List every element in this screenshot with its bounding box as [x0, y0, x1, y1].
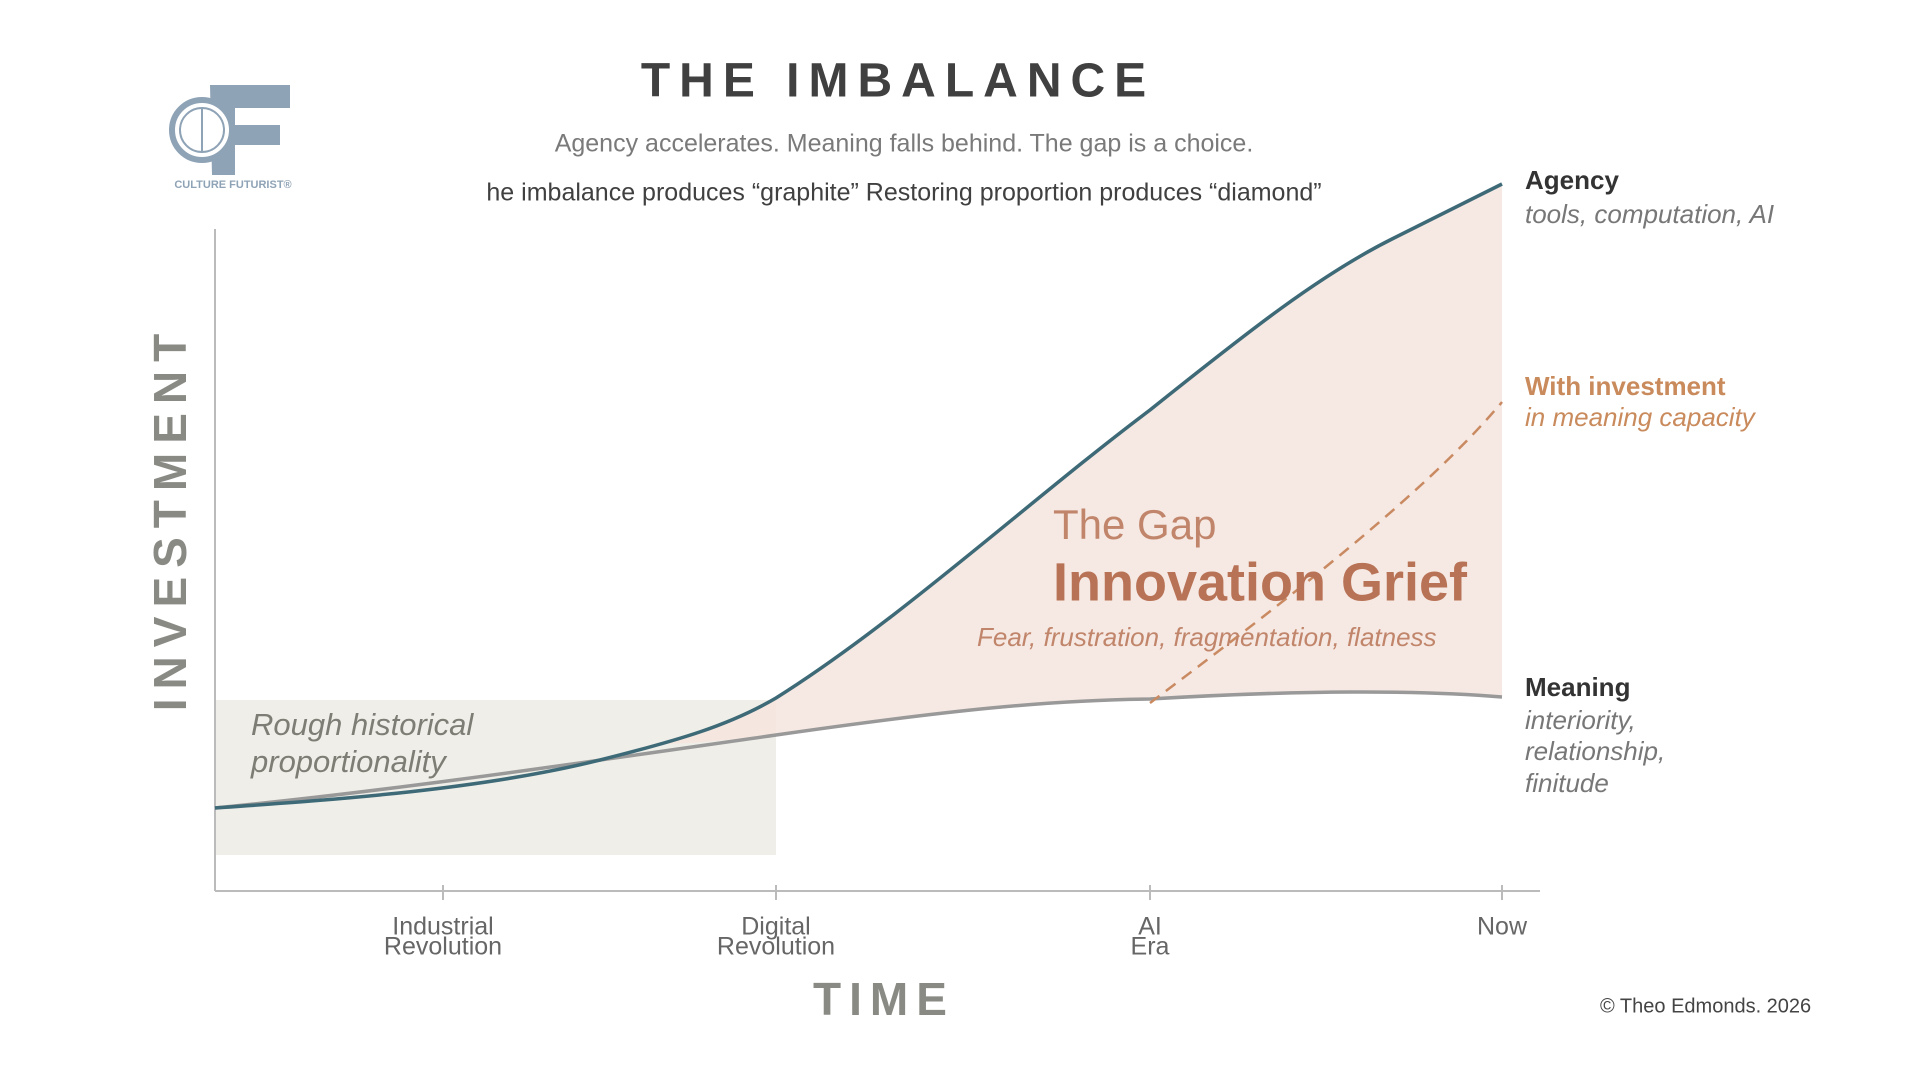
title: THE IMBALANCE [641, 55, 1155, 108]
historical-label: Rough historical [251, 707, 474, 742]
ticks [442, 885, 1503, 900]
y-axis-label: INVESTMENT [144, 325, 196, 711]
gap-description: Fear, frustration, fragmentation, flatne… [977, 622, 1437, 652]
agency-curve [214, 182, 1503, 810]
investment-description: in meaning capacity [1525, 402, 1757, 432]
copyright: © Theo Edmonds. 2026 [1600, 995, 1811, 1017]
x-tick-label: Revolution [717, 933, 835, 961]
x-tick-label: Era [1131, 933, 1170, 961]
historical-label: proportionality [250, 744, 448, 779]
meaning-curve [214, 690, 1503, 810]
x-tick-labels: Industrial Revolution Digital Revolution… [384, 913, 1528, 961]
investment-label: With investment [1525, 371, 1726, 401]
investment-curve [1149, 401, 1503, 704]
agency-label: Agency [1525, 165, 1619, 195]
meaning-label: Meaning [1525, 672, 1630, 702]
agency-description: tools, computation, AI [1525, 199, 1774, 229]
x-axis-label: TIME [813, 973, 955, 1025]
historical-region [215, 700, 776, 855]
gap-label: The Gap [1053, 501, 1216, 548]
x-tick-label: Revolution [384, 933, 502, 961]
x-tick-label: Now [1477, 913, 1528, 941]
meaning-description: relationship, [1525, 736, 1665, 766]
meaning-description: finitude [1525, 768, 1609, 798]
gap-title: Innovation Grief [1053, 552, 1468, 612]
logo-text: CULTURE FUTURIST® [174, 179, 291, 191]
meaning-description: interiority, [1525, 705, 1636, 735]
x-tick-label: AI [1138, 913, 1162, 941]
x-tick-label: Industrial [392, 913, 493, 941]
x-tick-label: Digital [741, 913, 810, 941]
logo-f [210, 85, 290, 175]
logo: CULTURE FUTURIST® [169, 85, 292, 191]
note: he imbalance produces “graphite” Restori… [486, 179, 1321, 207]
subtitle: Agency accelerates. Meaning falls behind… [555, 130, 1254, 158]
